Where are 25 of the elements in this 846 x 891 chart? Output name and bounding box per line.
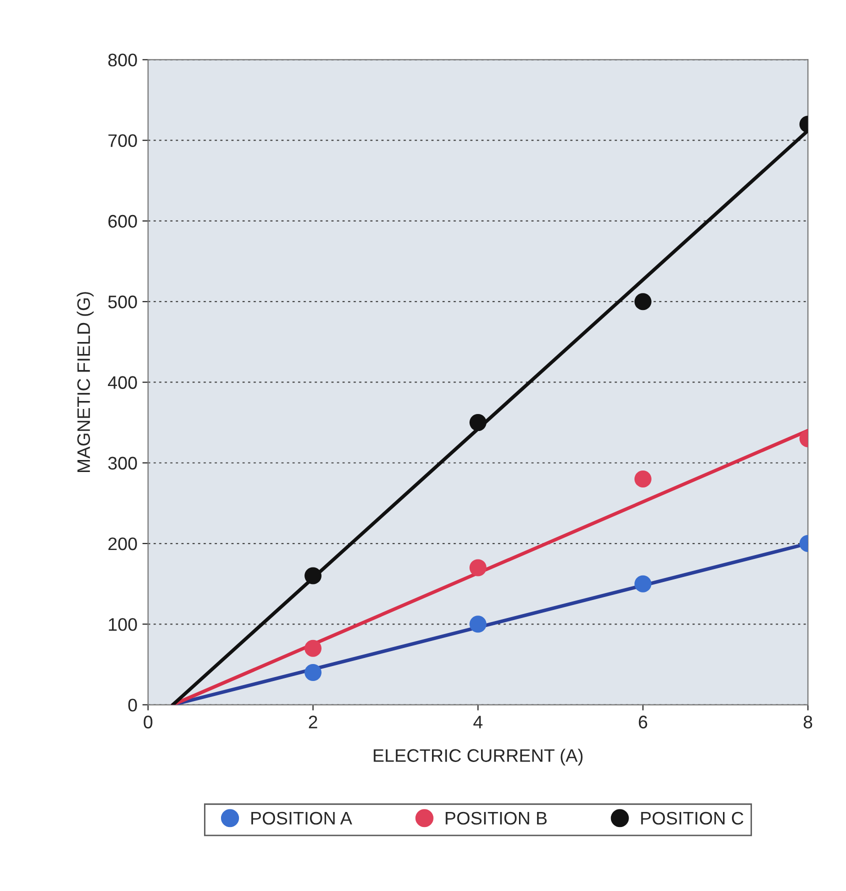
point — [304, 567, 322, 584]
y-tick-label: 300 — [108, 456, 137, 470]
x-tick-label: 8 — [804, 716, 812, 728]
y-tick-label: 0 — [128, 698, 137, 712]
point — [469, 559, 486, 576]
point — [469, 414, 486, 432]
y-tick-label: 400 — [108, 376, 137, 389]
x-tick-label: 4 — [473, 716, 482, 728]
x-tick-label: 6 — [638, 716, 648, 728]
y-tick-label: 800 — [108, 54, 137, 66]
x-axis-title: ELECTRIC CURRENT (A) — [374, 748, 583, 766]
point — [304, 640, 322, 657]
legend-label: POSITION C — [641, 812, 744, 825]
x-tick-label: 0 — [144, 716, 152, 728]
x-tick-label: 2 — [308, 716, 318, 728]
legend-label: POSITION A — [251, 812, 352, 825]
y-tick-label: 100 — [108, 618, 137, 631]
y-tick-label: 500 — [108, 296, 137, 308]
y-tick-label: 200 — [108, 537, 137, 550]
legend-label: POSITION B — [446, 812, 547, 825]
y-tick-label: 700 — [108, 134, 137, 148]
y-axis-title: MAGNETIC FIELD (G) — [76, 292, 94, 472]
point — [469, 616, 486, 633]
point — [304, 664, 322, 682]
y-tick-label: 600 — [108, 214, 137, 228]
